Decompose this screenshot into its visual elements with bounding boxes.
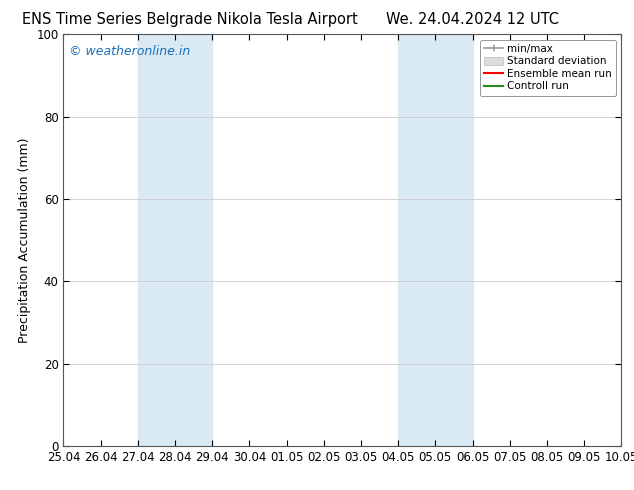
- Text: We. 24.04.2024 12 UTC: We. 24.04.2024 12 UTC: [386, 12, 559, 27]
- Y-axis label: Precipitation Accumulation (mm): Precipitation Accumulation (mm): [18, 137, 30, 343]
- Legend: min/max, Standard deviation, Ensemble mean run, Controll run: min/max, Standard deviation, Ensemble me…: [480, 40, 616, 96]
- Text: ENS Time Series Belgrade Nikola Tesla Airport: ENS Time Series Belgrade Nikola Tesla Ai…: [22, 12, 358, 27]
- Bar: [398, 34, 472, 446]
- Text: © weatheronline.in: © weatheronline.in: [69, 45, 190, 58]
- Bar: [138, 34, 212, 446]
